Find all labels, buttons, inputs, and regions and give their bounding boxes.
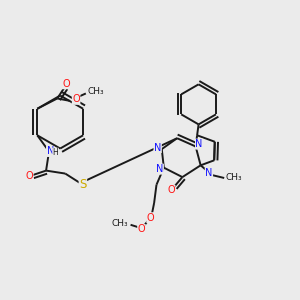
- Text: N: N: [154, 142, 161, 153]
- Text: O: O: [62, 79, 70, 89]
- Text: O: O: [167, 185, 175, 195]
- Text: N: N: [205, 168, 213, 178]
- Text: CH₃: CH₃: [87, 87, 104, 96]
- Text: H: H: [52, 148, 59, 157]
- Text: CH₃: CH₃: [226, 173, 242, 182]
- Text: N: N: [196, 139, 203, 149]
- Text: N: N: [46, 146, 54, 157]
- Text: CH₃: CH₃: [112, 219, 128, 228]
- Text: O: O: [138, 224, 145, 235]
- Text: O: O: [147, 213, 154, 223]
- Text: S: S: [79, 178, 87, 191]
- Text: N: N: [156, 164, 164, 174]
- Text: O: O: [72, 94, 80, 104]
- Text: O: O: [26, 171, 33, 181]
